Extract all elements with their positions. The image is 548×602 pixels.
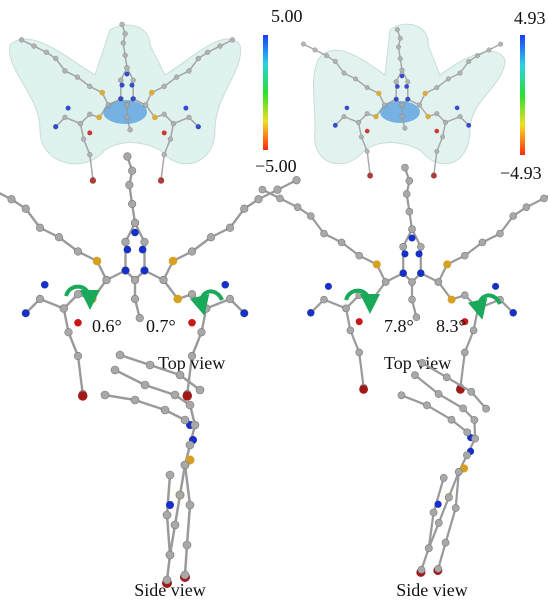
color-bar (520, 35, 525, 155)
figure: 5.00 −5.00 0.6° 0.7° Top view Side view … (0, 0, 548, 602)
angle-label: 8.3° (436, 316, 466, 336)
esp-map-right (301, 24, 505, 179)
caption: Top view (384, 353, 451, 373)
color-bar (263, 35, 268, 150)
colorbar-min: −4.93 (500, 163, 542, 183)
caption: Side view (134, 580, 206, 600)
caption: Side view (396, 580, 468, 600)
colorbar-min: −5.00 (255, 156, 297, 176)
colorbar-max: 4.93 (514, 8, 546, 28)
angle-label: 7.8° (384, 316, 414, 336)
side-view-right (362, 356, 497, 584)
colorbar-max: 5.00 (271, 6, 303, 26)
angle-label: 0.7° (146, 316, 176, 336)
angle-label: 0.6° (92, 316, 122, 336)
